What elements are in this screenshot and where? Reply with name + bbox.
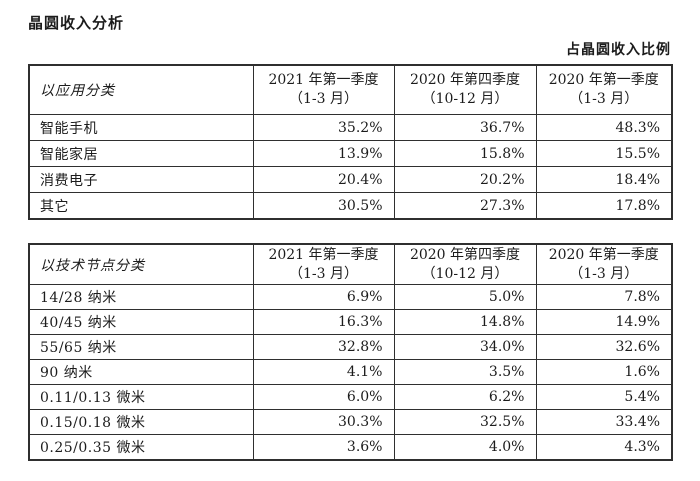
value-cell: 15.5% — [535, 140, 673, 167]
column-header-line1: 2020 年第四季度 — [409, 72, 521, 88]
value-cell: 6.0% — [252, 384, 395, 410]
column-header-2020-q1: 2020 年第一季度 （1-3 月） — [535, 243, 673, 285]
row-label-others: 其它 — [28, 192, 254, 220]
row-label-90nm: 90 纳米 — [28, 359, 254, 385]
row-label-40-45nm: 40/45 纳米 — [28, 309, 254, 335]
table-row: 55/65 纳米 32.8% 34.0% 32.6% — [28, 334, 673, 360]
value-cell: 34.0% — [393, 334, 537, 360]
value-cell: 14.8% — [393, 309, 537, 335]
row-label-smart-home: 智能家居 — [28, 140, 254, 167]
column-header-line1: 2020 年第一季度 — [548, 72, 659, 88]
table-row: 0.15/0.18 微米 30.3% 32.5% 33.4% — [28, 409, 673, 435]
value-cell: 13.9% — [252, 140, 395, 167]
page-title: 晶圆收入分析 — [28, 14, 125, 32]
column-header-line2: （10-12 月） — [421, 91, 509, 107]
value-cell: 3.5% — [393, 359, 537, 385]
column-header-line2: （10-12 月） — [421, 265, 509, 282]
row-label-14-28nm: 14/28 纳米 — [28, 284, 254, 310]
revenue-share-note: 占晶圆收入比例 — [566, 42, 671, 58]
value-cell: 6.9% — [252, 284, 395, 310]
column-header-2020-q4: 2020 年第四季度 （10-12 月） — [393, 243, 537, 285]
value-cell: 7.8% — [535, 284, 673, 310]
table-row: 0.11/0.13 微米 6.0% 6.2% 5.4% — [28, 384, 673, 410]
value-cell: 1.6% — [535, 359, 673, 385]
value-cell: 27.3% — [393, 192, 537, 220]
table-row: 14/28 纳米 6.9% 5.0% 7.8% — [28, 284, 673, 310]
row-label-025-035um: 0.25/0.35 微米 — [28, 434, 254, 461]
column-header-line1: 2020 年第一季度 — [548, 246, 659, 263]
column-header-line2: （1-3 月） — [289, 91, 358, 107]
value-cell: 17.8% — [535, 192, 673, 220]
value-cell: 5.4% — [535, 384, 673, 410]
value-cell: 15.8% — [393, 140, 537, 167]
value-cell: 4.3% — [535, 434, 673, 461]
value-cell: 20.4% — [252, 166, 395, 193]
value-cell: 20.2% — [393, 166, 537, 193]
table-row: 智能手机 35.2% 36.7% 48.3% — [28, 114, 673, 141]
value-cell: 32.6% — [535, 334, 673, 360]
column-header-2021-q1: 2021 年第一季度 （1-3 月） — [252, 64, 395, 115]
value-cell: 16.3% — [252, 309, 395, 335]
application-category-table: 以应用分类 2021 年第一季度 （1-3 月） 2020 年第四季度 （10-… — [28, 64, 673, 220]
row-label-55-65nm: 55/65 纳米 — [28, 334, 254, 360]
table-row: 其它 30.5% 27.3% 17.8% — [28, 192, 673, 220]
column-header-line1: 2021 年第一季度 — [268, 72, 379, 88]
row-label-011-013um: 0.11/0.13 微米 — [28, 384, 254, 410]
value-cell: 4.1% — [252, 359, 395, 385]
value-cell: 30.3% — [252, 409, 395, 435]
column-header-2021-q1: 2021 年第一季度 （1-3 月） — [252, 243, 395, 285]
table-header-row: 以应用分类 2021 年第一季度 （1-3 月） 2020 年第四季度 （10-… — [28, 64, 673, 115]
value-cell: 4.0% — [393, 434, 537, 461]
table-row: 90 纳米 4.1% 3.5% 1.6% — [28, 359, 673, 385]
value-cell: 14.9% — [535, 309, 673, 335]
technology-node-table: 以技术节点分类 2021 年第一季度 （1-3 月） 2020 年第四季度 （1… — [28, 243, 673, 461]
column-header-line2: （1-3 月） — [289, 265, 358, 282]
value-cell: 32.8% — [252, 334, 395, 360]
value-cell: 32.5% — [393, 409, 537, 435]
value-cell: 30.5% — [252, 192, 395, 220]
value-cell: 6.2% — [393, 384, 537, 410]
value-cell: 36.7% — [393, 114, 537, 141]
column-header-line1: 2021 年第一季度 — [268, 246, 379, 263]
row-label-consumer-electronics: 消费电子 — [28, 166, 254, 193]
row-label-smartphone: 智能手机 — [28, 114, 254, 141]
technology-node-category-header: 以技术节点分类 — [28, 243, 254, 285]
table-row: 智能家居 13.9% 15.8% 15.5% — [28, 140, 673, 167]
column-header-line1: 2020 年第四季度 — [409, 246, 521, 263]
application-category-header: 以应用分类 — [28, 64, 254, 115]
value-cell: 48.3% — [535, 114, 673, 141]
value-cell: 33.4% — [535, 409, 673, 435]
column-header-2020-q4: 2020 年第四季度 （10-12 月） — [393, 64, 537, 115]
table-row: 0.25/0.35 微米 3.6% 4.0% 4.3% — [28, 434, 673, 461]
table-header-row: 以技术节点分类 2021 年第一季度 （1-3 月） 2020 年第四季度 （1… — [28, 243, 673, 285]
table-row: 消费电子 20.4% 20.2% 18.4% — [28, 166, 673, 193]
column-header-2020-q1: 2020 年第一季度 （1-3 月） — [535, 64, 673, 115]
row-label-015-018um: 0.15/0.18 微米 — [28, 409, 254, 435]
table-row: 40/45 纳米 16.3% 14.8% 14.9% — [28, 309, 673, 335]
value-cell: 3.6% — [252, 434, 395, 461]
value-cell: 35.2% — [252, 114, 395, 141]
value-cell: 5.0% — [393, 284, 537, 310]
column-header-line2: （1-3 月） — [569, 265, 639, 282]
column-header-line2: （1-3 月） — [569, 91, 639, 107]
value-cell: 18.4% — [535, 166, 673, 193]
